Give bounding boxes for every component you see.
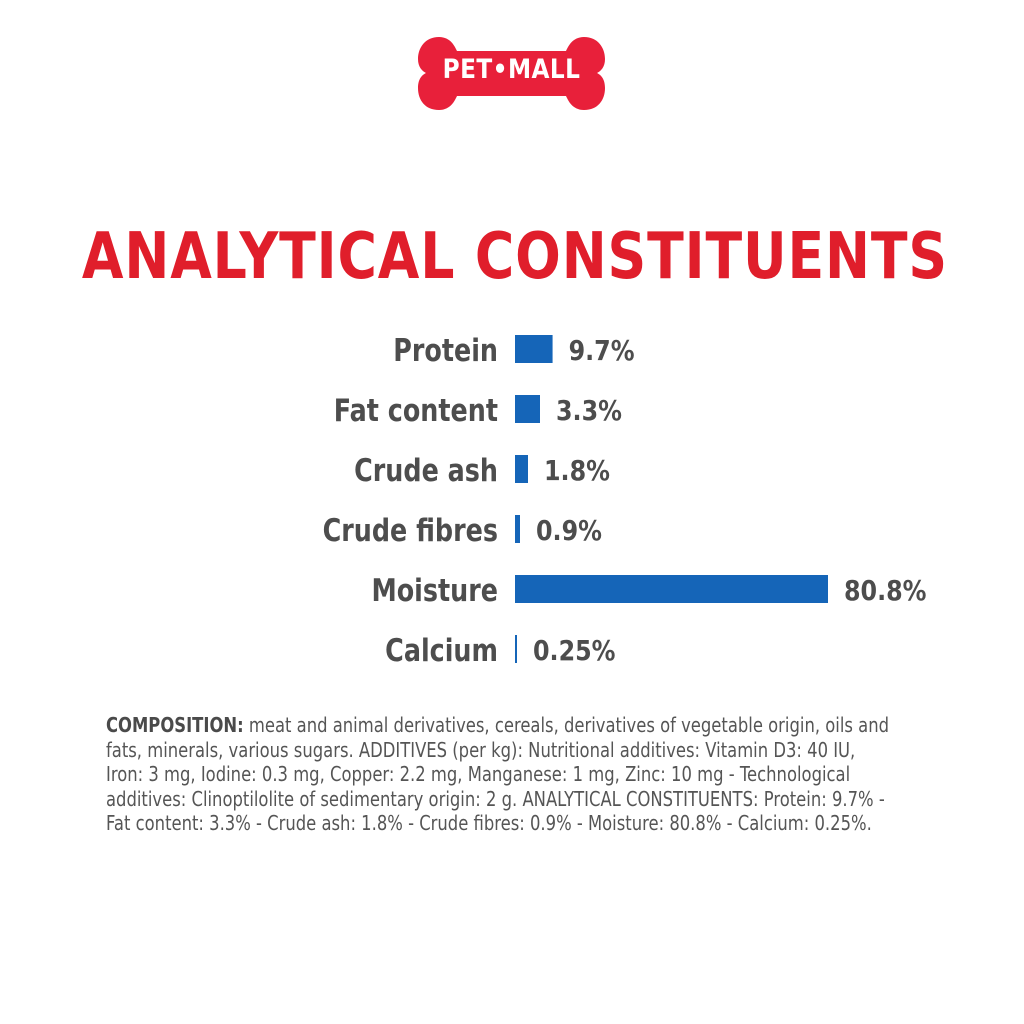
bar (515, 335, 553, 363)
value-label: 1.8% (544, 455, 610, 487)
category-label: Crude fibres (323, 513, 498, 549)
page-title: ANALYTICAL CONSTITUENTS (81, 220, 948, 294)
pet-mall-logo (418, 37, 605, 110)
value-label: 0.9% (536, 515, 602, 547)
value-label: 80.8% (844, 575, 927, 607)
bar (515, 395, 540, 423)
category-label: Crude ash (354, 453, 498, 489)
value-label: 3.3% (556, 395, 622, 427)
category-label: Moisture (371, 573, 498, 609)
bar (515, 635, 517, 663)
category-label: Protein (393, 333, 498, 369)
composition-label: COMPOSITION: (106, 713, 244, 737)
category-label: Fat content (334, 393, 498, 429)
category-label: Calcium (385, 633, 498, 669)
composition-text: COMPOSITION: meat and animal derivatives… (106, 713, 893, 836)
value-label: 9.7% (569, 335, 635, 367)
bar (515, 575, 828, 603)
value-label: 0.25% (533, 635, 616, 667)
bone-shape-icon (418, 37, 605, 110)
logo-text: PET•MALL (442, 54, 581, 85)
composition-body: meat and animal derivatives, cereals, de… (106, 713, 890, 835)
bar (515, 515, 520, 543)
bar (515, 455, 528, 483)
